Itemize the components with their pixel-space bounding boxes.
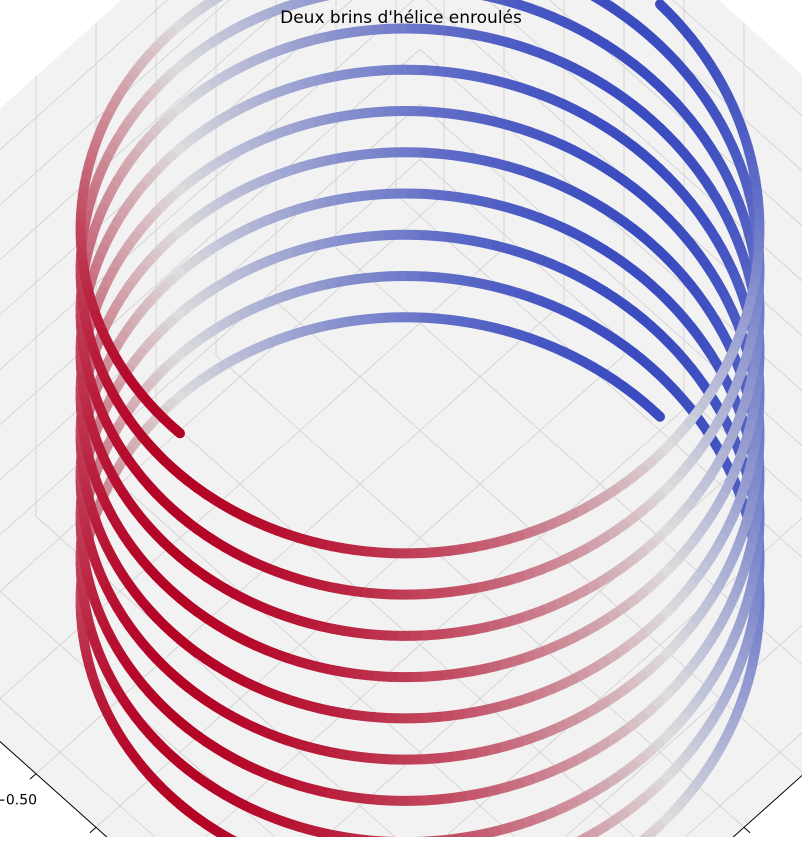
helix-segment-strand-2 <box>426 635 438 636</box>
helix-segment-strand-2 <box>426 800 438 801</box>
y-tick <box>90 827 96 832</box>
helix-segment-strand-1 <box>426 676 438 677</box>
helix-segment-strand-1 <box>426 593 438 594</box>
helix-segment-strand-2 <box>426 552 438 553</box>
chart-title: Deux brins d'hélice enroulés <box>0 8 802 28</box>
helix-segment-strand-2 <box>426 717 438 718</box>
helix-segment-strand-2 <box>651 409 660 417</box>
y-tick-label: −0.50 <box>0 793 37 809</box>
x-tick <box>744 827 750 832</box>
helix-segment-strand-1 <box>426 758 438 759</box>
y-tick <box>30 774 36 779</box>
helix-segment-strand-1 <box>172 426 180 433</box>
